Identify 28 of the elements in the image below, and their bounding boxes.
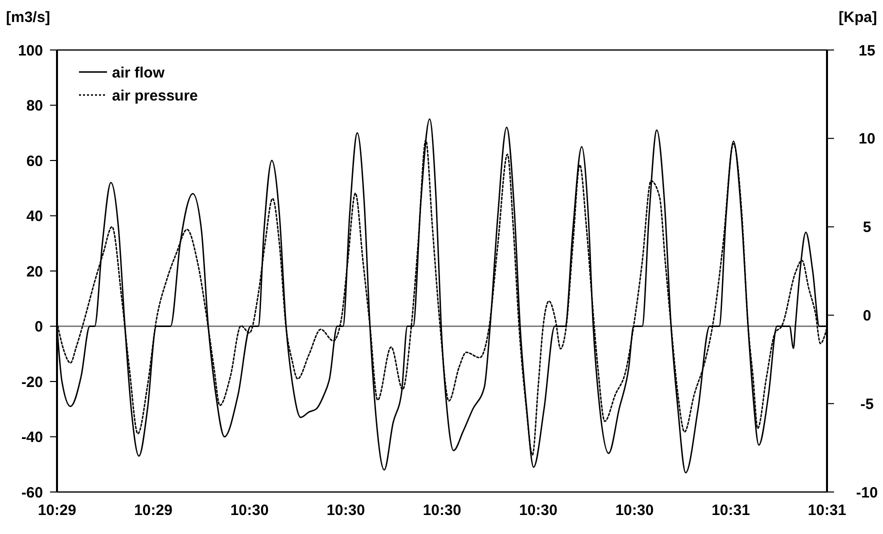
legend-label: air flow (112, 64, 165, 82)
y-tick-label: 0 (34, 318, 43, 336)
y-tick-label: 80 (26, 98, 43, 114)
x-tick-label: 10:31 (712, 502, 750, 519)
y2-tick-label: -10 (856, 484, 878, 502)
y2-tick-label: 15 (858, 42, 876, 60)
y-axis-title: [m3/s] (6, 9, 50, 26)
y2-tick-label: 5 (862, 219, 872, 236)
y-tick-label: 100 (18, 42, 43, 60)
x-tick-label: 10:30 (519, 502, 558, 519)
x-tick-label: 10:31 (808, 502, 846, 519)
x-tick-label: 10:29 (134, 502, 172, 519)
y-tick-label: -40 (21, 429, 43, 446)
legend-label: air pressure (112, 87, 198, 104)
y2-axis-title: [Kpa] (838, 9, 878, 26)
y2-tick-label: 0 (862, 307, 872, 324)
x-tick-label: 10:30 (422, 502, 462, 519)
x-tick-label: 10:30 (326, 502, 365, 519)
y-tick-label: 20 (26, 263, 43, 280)
y-tick-label: -20 (21, 374, 43, 391)
x-tick-label: 10:30 (230, 502, 269, 519)
y2-tick-label: 10 (858, 130, 876, 148)
y-tick-label: 40 (26, 208, 43, 225)
y2-tick-label: -5 (860, 396, 874, 413)
y-tick-label: 60 (26, 152, 43, 170)
y-tick-label: -60 (21, 484, 43, 502)
x-tick-label: 10:29 (38, 502, 76, 519)
x-tick-label: 10:30 (615, 502, 654, 519)
